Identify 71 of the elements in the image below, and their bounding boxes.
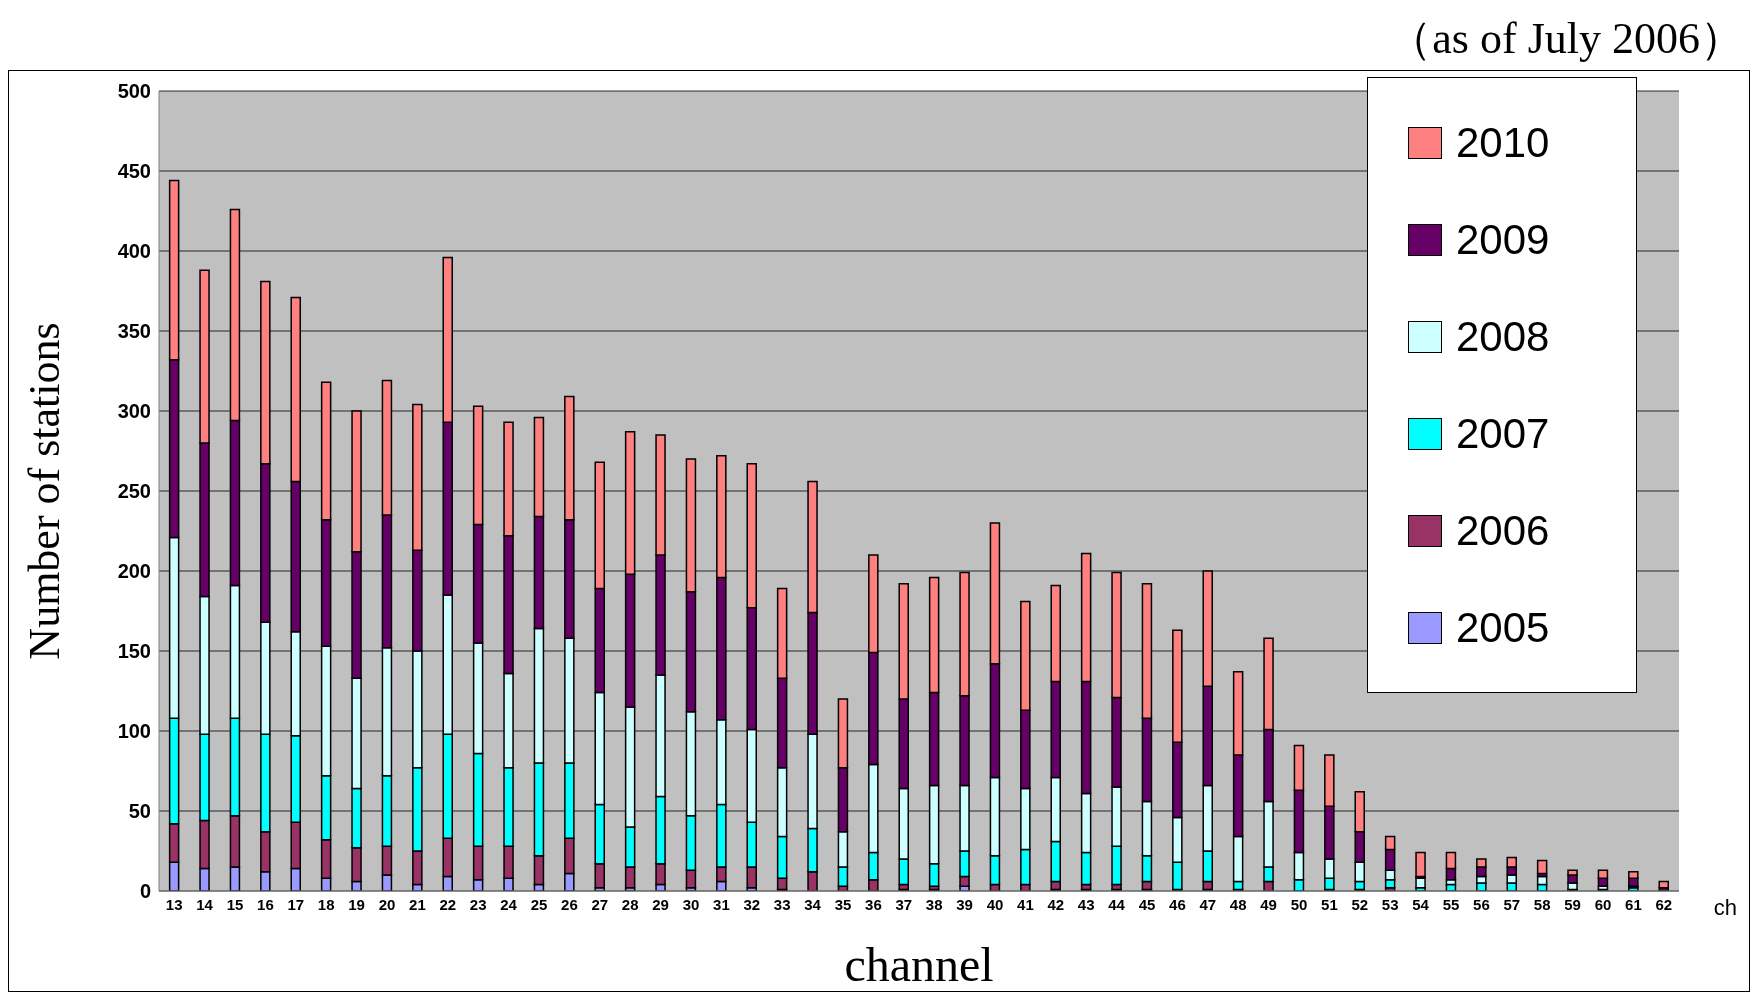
x-tick-label: 32: [743, 895, 761, 913]
x-tick-label: 17: [287, 895, 305, 913]
x-tick-label: 54: [1412, 895, 1430, 913]
x-tick-label: 20: [378, 895, 396, 913]
x-tick-label: 52: [1351, 895, 1369, 913]
y-tick-label: 0: [139, 880, 151, 903]
x-tick-label: 38: [925, 895, 943, 913]
x-tick-label: 58: [1533, 895, 1551, 913]
x-tick-label: 42: [1047, 895, 1065, 913]
y-tick-label: 350: [117, 320, 151, 343]
x-tick-label: 53: [1381, 895, 1399, 913]
x-tick-label: 14: [196, 895, 214, 913]
x-tick-label: 21: [409, 895, 426, 913]
legend-label: 2005: [1456, 603, 1550, 652]
x-tick-label: 13: [165, 895, 183, 913]
x-tick-label: 39: [956, 895, 973, 913]
x-tick-label: 51: [1321, 895, 1338, 913]
x-tick-label: 41: [1017, 895, 1034, 913]
legend-label: 2007: [1456, 409, 1550, 458]
x-tick-label: 23: [469, 895, 487, 913]
x-tick-label: 36: [865, 895, 882, 913]
x-tick-label: 57: [1503, 895, 1521, 913]
x-tick-label: 62: [1655, 895, 1673, 913]
x-tick-label: 45: [1138, 895, 1156, 913]
legend-label: 2006: [1456, 506, 1550, 555]
x-axis-title: channel: [844, 938, 994, 991]
x-tick-label: 28: [621, 895, 639, 913]
y-tick-label: 300: [117, 400, 151, 423]
y-axis-title: Number of stations: [19, 322, 69, 660]
x-tick-label: 34: [804, 895, 822, 913]
y-tick-label: 100: [117, 720, 151, 743]
y-tick-label: 150: [117, 640, 151, 663]
x-tick-label: 55: [1442, 895, 1460, 913]
x-tick-label: 25: [530, 895, 548, 913]
y-tick-label: 450: [117, 160, 151, 183]
x-tick-label: 48: [1229, 895, 1247, 913]
x-tick-label: 18: [317, 895, 335, 913]
x-tick-label: 22: [439, 895, 457, 913]
x-tick-label: 50: [1290, 895, 1308, 913]
x-tick-label: 49: [1260, 895, 1277, 913]
x-tick-label: 26: [561, 895, 578, 913]
y-tick-label: 200: [117, 560, 151, 583]
legend-label: 2009: [1456, 215, 1550, 264]
x-tick-label: 61: [1625, 895, 1642, 913]
x-tick-label: 16: [257, 895, 274, 913]
x-tick-label: 30: [682, 895, 700, 913]
chart-title: （as of July 2006）: [1387, 13, 1745, 65]
x-tick-label: 37: [895, 895, 913, 913]
legend-label: 2010: [1456, 118, 1550, 167]
x-tick-label: 15: [226, 895, 244, 913]
y-tick-label: 250: [117, 480, 151, 503]
x-tick-label: 40: [986, 895, 1004, 913]
y-tick-label: 400: [117, 240, 151, 263]
x-tick-label: 19: [348, 895, 365, 913]
x-tick-label: 46: [1169, 895, 1186, 913]
x-tick-label: 47: [1199, 895, 1217, 913]
x-tick-label: 35: [834, 895, 852, 913]
x-tick-label: 43: [1077, 895, 1095, 913]
x-tick-label: 24: [500, 895, 518, 913]
y-tick-label: 500: [117, 80, 151, 103]
x-tick-label: 60: [1594, 895, 1612, 913]
x-tick-label: 29: [652, 895, 669, 913]
x-tick-label: 27: [591, 895, 609, 913]
x-tick-label: 56: [1473, 895, 1490, 913]
x-tick-label: 59: [1564, 895, 1581, 913]
x-tick-label: 44: [1108, 895, 1126, 913]
x-tick-label: 31: [713, 895, 730, 913]
y-tick-label: 50: [128, 800, 151, 823]
text: ch: [1713, 895, 1737, 921]
x-tick-label: 33: [773, 895, 791, 913]
legend-label: 2008: [1456, 312, 1550, 361]
